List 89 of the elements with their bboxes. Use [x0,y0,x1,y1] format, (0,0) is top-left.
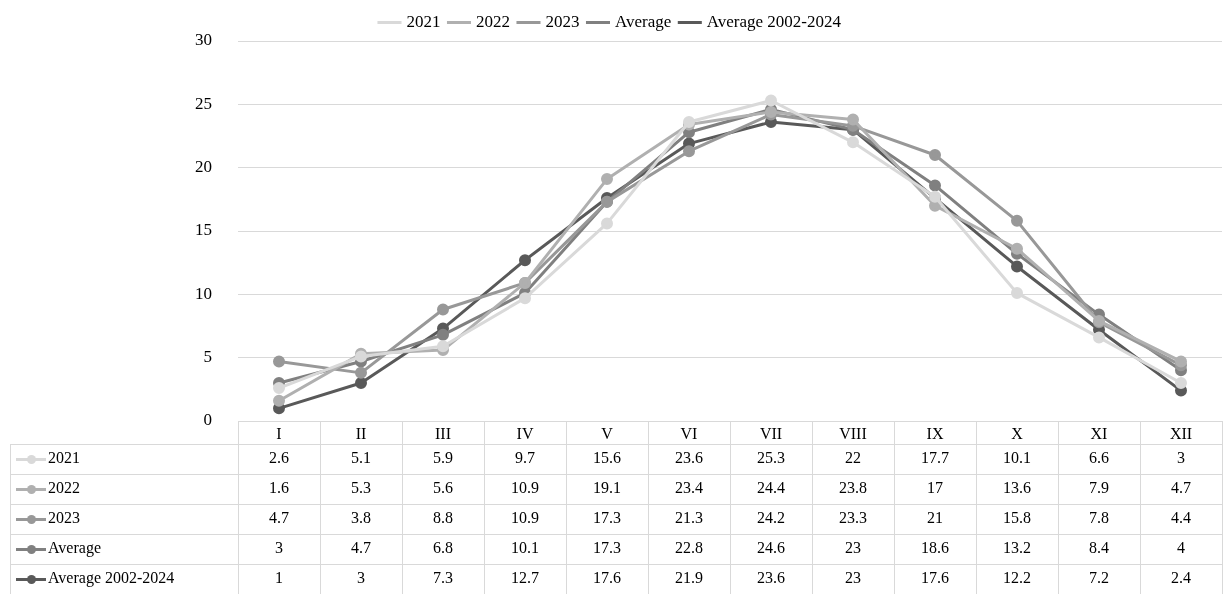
data-label: 10.1 [1003,449,1031,467]
data-label: 17 [927,479,943,497]
legend-label: 2022 [475,11,510,31]
data-label: 23.3 [839,509,867,527]
data-label: 7.2 [1089,569,1109,587]
data-label: 15.6 [593,449,621,467]
data-label: 21 [927,509,943,527]
x-tick-label: XI [1090,424,1108,442]
y-tick-label: 10 [195,283,212,303]
data-label: 4.7 [1171,479,1191,497]
data-label: 18.6 [921,539,949,557]
data-label: 3 [275,539,283,557]
data-label: 6.6 [1089,449,1109,467]
data-label: 3.8 [351,509,371,527]
data-label: 2.4 [1171,569,1191,587]
data-label: 8.8 [433,509,453,527]
data-label: 4.7 [269,509,289,527]
text: Average [48,539,101,557]
data-label: 21.9 [675,569,703,587]
x-tick-label: IX [926,424,944,442]
data-label: 9.7 [515,449,535,467]
data-label: 3 [1177,449,1185,467]
data-label: 13.6 [1003,479,1031,497]
data-label: 10.9 [511,479,539,497]
y-tick-label: 5 [203,347,212,367]
data-label: 23 [845,569,861,587]
data-label: 7.8 [1089,509,1109,527]
x-tick-label: VIII [839,424,867,442]
data-label: 6.8 [433,539,453,557]
x-tick-label: III [435,424,451,442]
data-label: 4.7 [351,539,371,557]
legend-label: Average [614,11,672,31]
data-label: 7.3 [433,569,453,587]
data-label: 24.4 [757,479,785,497]
x-tick-label: II [355,424,367,442]
data-label: 19.1 [593,479,621,497]
x-tick-label: I [276,424,282,442]
data-label: 8.4 [1089,539,1109,557]
text: 2022 [48,479,80,497]
data-label: 23.6 [675,449,703,467]
y-tick-label: 25 [195,93,212,113]
data-label: 24.2 [757,509,785,527]
data-label: 1 [275,569,283,587]
data-label: 5.6 [433,479,453,497]
data-label: 22.8 [675,539,703,557]
x-tick-label: IV [516,424,534,442]
legend-label: Average 2002-2024 [706,11,842,31]
data-label: 10.9 [511,509,539,527]
data-label: 17.3 [593,539,621,557]
text: 2023 [48,509,80,527]
data-label: 23.4 [675,479,703,497]
legend-label: 2023 [545,11,580,31]
data-label: 5.1 [351,449,371,467]
data-label: 17.7 [921,449,949,467]
data-label: 22 [845,449,861,467]
x-tick-label: V [601,424,614,442]
data-label: 12.7 [511,569,539,587]
y-tick-label: 15 [195,220,212,240]
x-tick-label: VI [680,424,698,442]
data-label: 12.2 [1003,569,1031,587]
y-tick-label: 0 [203,410,212,430]
data-label: 10.1 [511,539,539,557]
data-label: 13.2 [1003,539,1031,557]
data-label: 17.6 [921,569,949,587]
y-tick-label: 20 [195,157,212,177]
x-tick-label: VII [759,424,783,442]
data-label: 4.4 [1171,509,1191,527]
data-label: 5.3 [351,479,371,497]
data-label: 15.8 [1003,509,1031,527]
data-label: 21.3 [675,509,703,527]
data-label: 3 [357,569,365,587]
data-label: 25.3 [757,449,785,467]
x-tick-label: XII [1169,424,1193,442]
text: 2021 [48,449,80,467]
data-label: 2.6 [269,449,289,467]
x-tick-label: X [1011,424,1024,442]
data-label: 1.6 [269,479,289,497]
data-label: 5.9 [433,449,453,467]
data-label: 4 [1177,539,1185,557]
data-label: 23.8 [839,479,867,497]
y-tick-label: 30 [195,30,212,50]
data-label: 24.6 [757,539,785,557]
legend-label: 2021 [406,11,441,31]
data-label: 17.3 [593,509,621,527]
data-label: 23 [845,539,861,557]
data-label: 17.6 [593,569,621,587]
data-label: 7.9 [1089,479,1109,497]
data-label: 23.6 [757,569,785,587]
text: Average 2002-2024 [48,569,175,587]
